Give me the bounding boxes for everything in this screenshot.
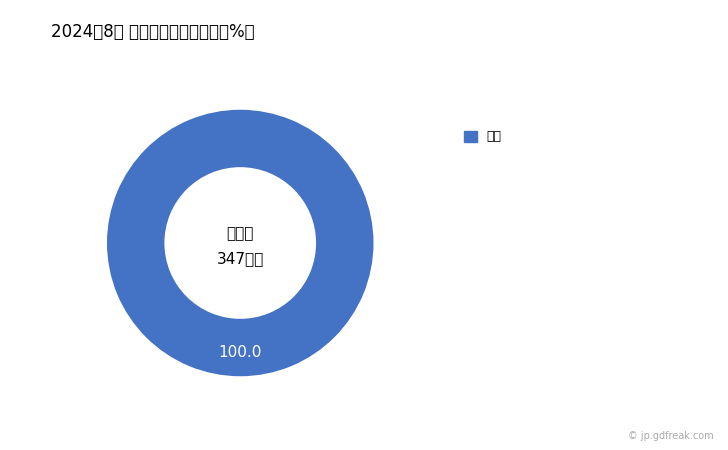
Wedge shape <box>106 108 375 378</box>
Text: 347万円: 347万円 <box>217 252 264 266</box>
Text: 総　額: 総 額 <box>226 226 254 241</box>
Text: © jp.gdfreak.com: © jp.gdfreak.com <box>628 431 713 441</box>
Text: 2024年8月 輸出相手国のシェア（%）: 2024年8月 輸出相手国のシェア（%） <box>51 22 255 40</box>
Text: 100.0: 100.0 <box>218 345 262 360</box>
Legend: 香港: 香港 <box>464 130 502 144</box>
